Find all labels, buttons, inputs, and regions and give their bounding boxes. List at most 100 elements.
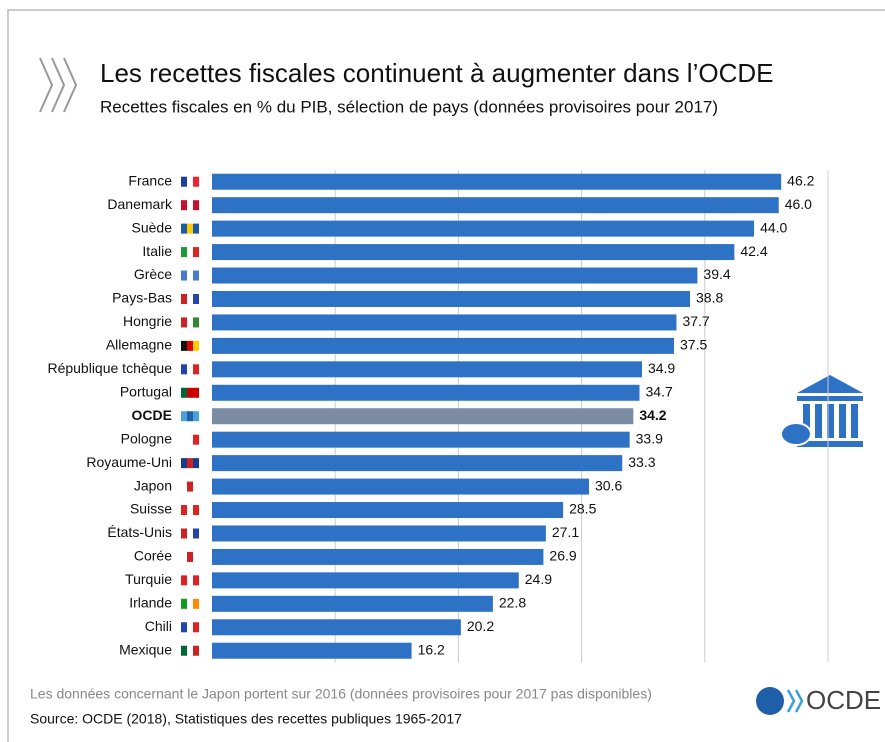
flag-icon: [181, 528, 199, 539]
flag-stripe: [181, 551, 187, 562]
flag-stripe: [181, 270, 187, 281]
flag-icon: [181, 411, 199, 422]
bar: [212, 548, 544, 565]
bar: [212, 619, 461, 636]
category-label: Royaume-Uni: [86, 454, 172, 470]
bar: [212, 572, 519, 589]
flag-stripe: [187, 575, 193, 586]
chart-subtitle: Recettes fiscales en % du PIB, sélection…: [100, 97, 718, 116]
category-label: Hongrie: [123, 313, 172, 329]
flag-stripe: [187, 340, 193, 351]
category-label: États-Unis: [107, 524, 172, 540]
flag-stripe: [181, 317, 187, 328]
flag-stripe: [193, 505, 199, 516]
flag-icon: [181, 598, 199, 609]
flag-stripe: [193, 528, 199, 539]
flag-stripe: [187, 247, 193, 258]
flag-stripe: [193, 247, 199, 258]
flag-stripe: [193, 645, 199, 656]
category-label: République tchèque: [47, 360, 172, 376]
bar: [212, 314, 677, 331]
frame: [7, 9, 885, 742]
flag-icon: [181, 505, 199, 516]
value-label: 44.0: [760, 219, 787, 235]
value-label: 34.2: [639, 407, 666, 423]
flag-icon: [181, 387, 199, 398]
category-label: Grèce: [134, 266, 172, 282]
category-label: Suède: [132, 219, 173, 235]
value-label: 42.4: [740, 243, 767, 259]
flag-stripe: [193, 176, 199, 187]
flag-stripe: [187, 411, 193, 422]
bar: [212, 525, 546, 542]
flag-stripe: [181, 481, 187, 492]
flag-icon: [181, 551, 199, 562]
flag-stripe: [193, 434, 199, 445]
flag-stripe: [193, 317, 199, 328]
category-label: Italie: [142, 243, 172, 259]
bar: [212, 502, 564, 519]
flag-icon: [181, 247, 199, 258]
category-label: Suisse: [130, 501, 172, 517]
flag-stripe: [193, 598, 199, 609]
logo-text: OCDE: [806, 685, 881, 715]
category-label: Turquie: [125, 571, 172, 587]
bar: [212, 478, 589, 495]
flag-stripe: [187, 645, 193, 656]
flag-icon: [181, 481, 199, 492]
category-label: Mexique: [119, 641, 172, 657]
value-label: 37.7: [682, 313, 709, 329]
flag-stripe: [193, 200, 199, 211]
bar: [212, 361, 642, 378]
flag-stripe: [187, 364, 193, 375]
source: Source: OCDE (2018), Statistiques des re…: [30, 711, 462, 727]
value-label: 20.2: [467, 618, 494, 634]
flag-stripe: [181, 293, 187, 304]
category-label: Irlande: [129, 595, 172, 611]
bar: [212, 642, 412, 659]
flag-stripe: [187, 434, 193, 445]
flag-stripe: [181, 223, 187, 234]
category-label: Japon: [134, 477, 172, 493]
flag-stripe: [181, 247, 187, 258]
bar: [212, 455, 623, 472]
bar: [212, 173, 782, 190]
flag-stripe: [181, 505, 187, 516]
flag-stripe: [193, 551, 199, 562]
flag-stripe: [193, 622, 199, 633]
bank-icon: [780, 375, 863, 447]
category-label: Chili: [145, 618, 172, 634]
flag-icon: [181, 223, 199, 234]
value-label: 34.7: [646, 383, 673, 399]
flag-stripe: [187, 458, 193, 469]
flag-stripe: [187, 528, 193, 539]
bar: [212, 337, 674, 354]
flag-stripe: [187, 200, 193, 211]
flag-stripe: [181, 622, 187, 633]
bar: [212, 267, 698, 284]
flag-stripe: [181, 176, 187, 187]
bar: [212, 384, 640, 401]
value-label: 39.4: [703, 266, 730, 282]
flag-stripe: [181, 411, 187, 422]
flag-stripe: [187, 270, 193, 281]
flag-stripe: [187, 317, 193, 328]
flag-stripe: [187, 622, 193, 633]
value-label: 33.3: [628, 454, 655, 470]
note: Les données concernant le Japon portent …: [30, 686, 652, 702]
value-label: 26.9: [549, 548, 576, 564]
ocde-logo-icon: [756, 687, 804, 715]
value-label: 33.9: [636, 430, 663, 446]
flag-stripe: [181, 434, 187, 445]
category-label: Pays-Bas: [112, 290, 172, 306]
value-label: 28.5: [569, 501, 596, 517]
flag-stripe: [181, 645, 187, 656]
flag-stripe: [181, 387, 187, 398]
value-label: 27.1: [552, 524, 579, 540]
flag-icon: [181, 575, 199, 586]
flag-stripe: [193, 411, 199, 422]
flag-stripe: [193, 270, 199, 281]
flag-icon: [181, 364, 199, 375]
flag-stripe: [187, 598, 193, 609]
